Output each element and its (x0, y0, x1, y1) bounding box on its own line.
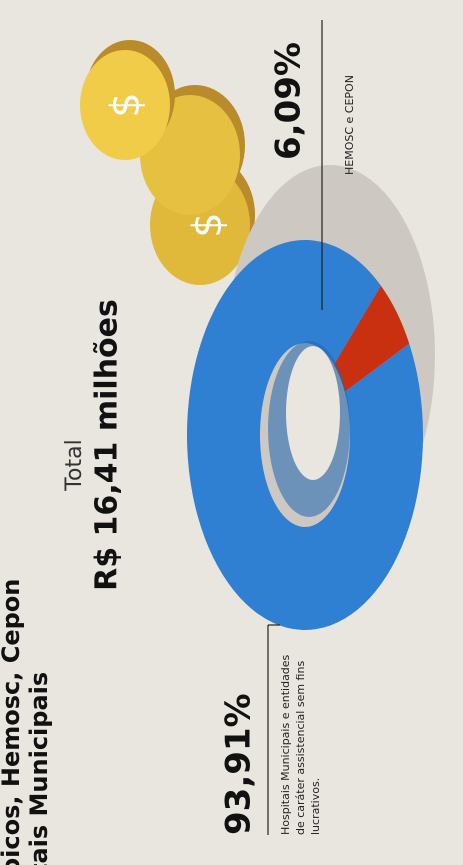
title-line: picos, Hemosc, Cepon (0, 579, 25, 865)
hole (286, 346, 340, 480)
pie-slice (187, 240, 423, 630)
category-label-box: Hospitais Municipais e entidades de cará… (279, 654, 322, 835)
svg-text:$: $ (103, 92, 149, 117)
title-line: tais Municipais (25, 672, 53, 865)
svg-text:$: $ (185, 212, 231, 237)
rotated-content: picos, Hemosc, Cepon tais Municipais Tot… (0, 20, 435, 865)
total-value: R$ 16,41 milhões (90, 299, 125, 591)
category-label: HEMOSC e CEPON (343, 75, 356, 175)
pie-slice (333, 285, 410, 392)
category-label: Hospitais Municipais e entidades de cará… (279, 654, 322, 835)
coins: $ $ (80, 40, 255, 285)
value-label: 6,09% (269, 42, 309, 160)
total-label: Total (62, 439, 87, 491)
value-label: 93,91% (219, 693, 259, 835)
